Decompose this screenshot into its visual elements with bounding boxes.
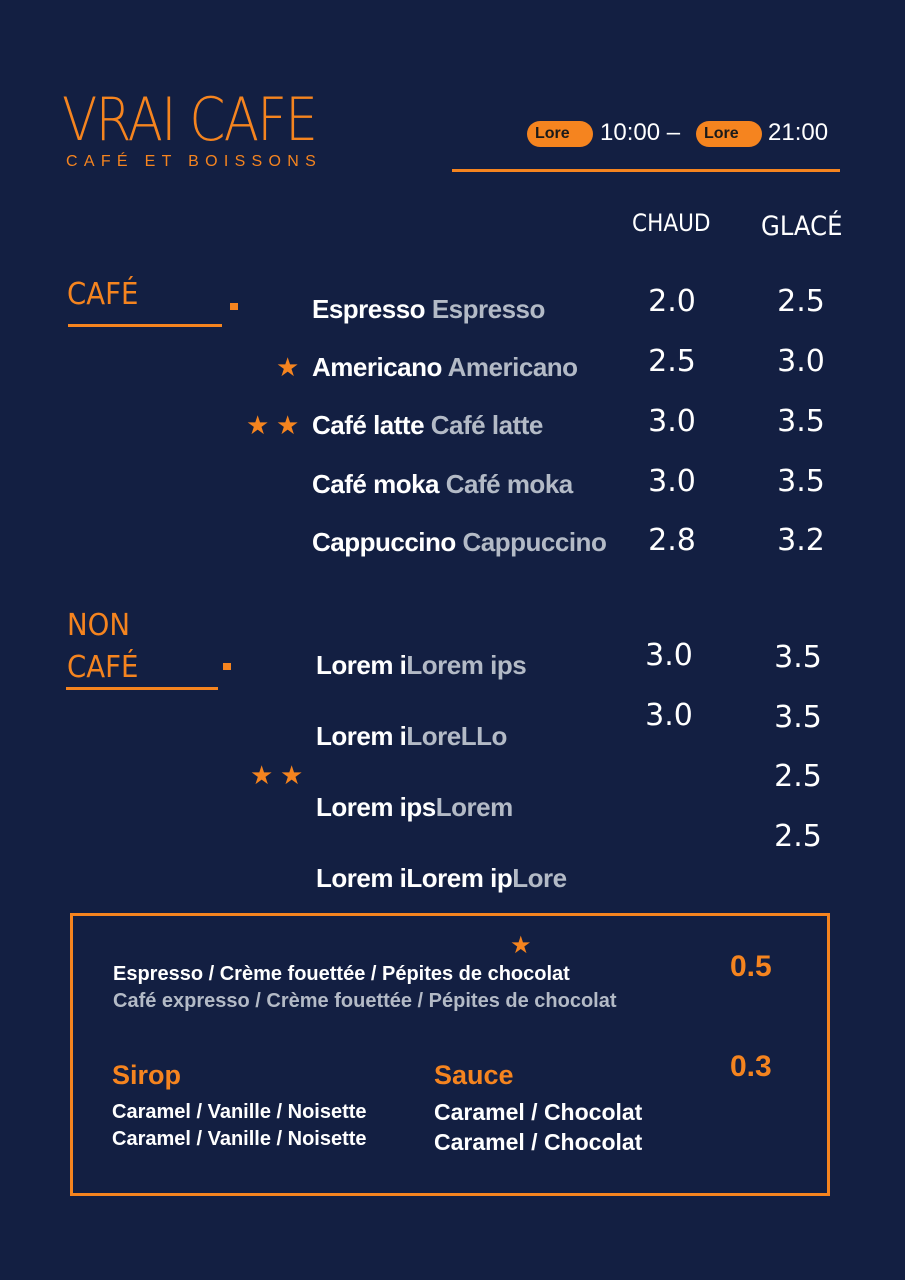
toppings-alt-text: Café expresso / Crème fouettée / Pépites… bbox=[113, 990, 617, 1012]
extras-box bbox=[70, 913, 830, 1196]
star-icon: ★ bbox=[510, 932, 532, 959]
item-alt-name: Café latte bbox=[430, 410, 544, 440]
section-underline bbox=[68, 324, 222, 327]
sirop-line2: Caramel / Vanille / Noisette bbox=[112, 1128, 367, 1150]
header-divider bbox=[452, 169, 840, 172]
star-icon: ★ bbox=[280, 760, 304, 790]
open-label-badge: Lore bbox=[527, 121, 593, 147]
item-alt-name: Americano bbox=[447, 352, 578, 382]
menu-item: Café moka Café moka bbox=[312, 469, 573, 499]
item-alt-name: Cappuccino bbox=[462, 527, 607, 557]
close-time: 21:00 bbox=[768, 119, 829, 146]
brand-subtitle: CAFÉ ET BOISSONS bbox=[66, 153, 323, 170]
price-iced: 3.0 bbox=[777, 344, 825, 379]
price-iced: 3.5 bbox=[774, 640, 822, 675]
menu-item: Cappuccino Cappuccino bbox=[312, 527, 607, 557]
item-name: Lorem ips bbox=[316, 792, 436, 822]
sauce-line2: Caramel / Chocolat bbox=[434, 1129, 643, 1155]
brand-title: VRAI CAFE bbox=[62, 85, 318, 155]
price-hot: 3.0 bbox=[648, 404, 696, 439]
open-time: 10:00 – bbox=[600, 119, 681, 146]
item-name: Americano bbox=[312, 352, 442, 382]
price-hot: 3.0 bbox=[645, 638, 693, 673]
section-heading-cafe: CAFÉ bbox=[67, 277, 139, 312]
syrup-price: 0.3 bbox=[730, 1050, 772, 1083]
toppings-price: 0.5 bbox=[730, 950, 772, 983]
menu-item: Espresso Espresso bbox=[312, 294, 545, 324]
item-alt-name: Café moka bbox=[445, 469, 574, 499]
menu-item: Café latte Café latte bbox=[312, 410, 543, 440]
menu-item: Lorem iLorem ips bbox=[316, 650, 527, 680]
price-hot: 2.8 bbox=[648, 523, 696, 558]
price-iced: 2.5 bbox=[777, 284, 825, 319]
price-iced: 3.5 bbox=[774, 700, 822, 735]
sirop-line1: Caramel / Vanille / Noisette bbox=[112, 1101, 367, 1123]
item-name: Lorem i bbox=[316, 721, 407, 751]
column-iced: GLACÉ bbox=[761, 211, 843, 242]
price-hot: 2.5 bbox=[648, 344, 696, 379]
item-alt-name: LoreLLo bbox=[406, 721, 507, 751]
toppings-text: Espresso / Crème fouettée / Pépites de c… bbox=[113, 963, 570, 985]
menu-item: Lorem iLorem ipLore bbox=[316, 863, 567, 893]
item-name: Cappuccino bbox=[312, 527, 456, 557]
price-iced: 2.5 bbox=[774, 819, 822, 854]
section-marker bbox=[230, 303, 238, 310]
price-hot: 2.0 bbox=[648, 284, 696, 319]
item-alt-name: Lore bbox=[512, 863, 567, 893]
sirop-heading: Sirop bbox=[112, 1060, 182, 1090]
item-name: Café latte bbox=[312, 410, 425, 440]
price-hot: 3.0 bbox=[648, 464, 696, 499]
close-label-badge: Lore bbox=[696, 121, 762, 147]
item-name: Café moka bbox=[312, 469, 440, 499]
star-icon: ★ bbox=[250, 760, 274, 790]
item-name: Espresso bbox=[312, 294, 426, 324]
price-iced: 2.5 bbox=[774, 759, 822, 794]
price-iced: 3.5 bbox=[777, 404, 825, 439]
section-heading-noncafe-line1: NON bbox=[67, 608, 131, 643]
section-heading-noncafe-line2: CAFÉ bbox=[67, 650, 139, 685]
item-alt-name: Espresso bbox=[431, 294, 546, 324]
sauce-heading: Sauce bbox=[434, 1060, 514, 1090]
star-icon: ★ bbox=[246, 410, 270, 440]
star-icon: ★ bbox=[276, 410, 300, 440]
menu-item: Americano Americano bbox=[312, 352, 578, 382]
sauce-line1: Caramel / Chocolat bbox=[434, 1099, 643, 1125]
section-marker bbox=[223, 663, 231, 670]
price-hot: 3.0 bbox=[645, 698, 693, 733]
menu-item: Lorem ipsLorem bbox=[316, 792, 513, 822]
item-name: Lorem iLorem ip bbox=[316, 863, 513, 893]
section-underline bbox=[66, 687, 218, 690]
item-alt-name: Lorem bbox=[435, 792, 513, 822]
item-name: Lorem i bbox=[316, 650, 407, 680]
column-hot: CHAUD bbox=[632, 209, 711, 237]
item-alt-name: Lorem ips bbox=[406, 650, 527, 680]
price-iced: 3.2 bbox=[777, 523, 825, 558]
menu-item: Lorem iLoreLLo bbox=[316, 721, 507, 751]
star-icon: ★ bbox=[276, 352, 300, 382]
price-iced: 3.5 bbox=[777, 464, 825, 499]
